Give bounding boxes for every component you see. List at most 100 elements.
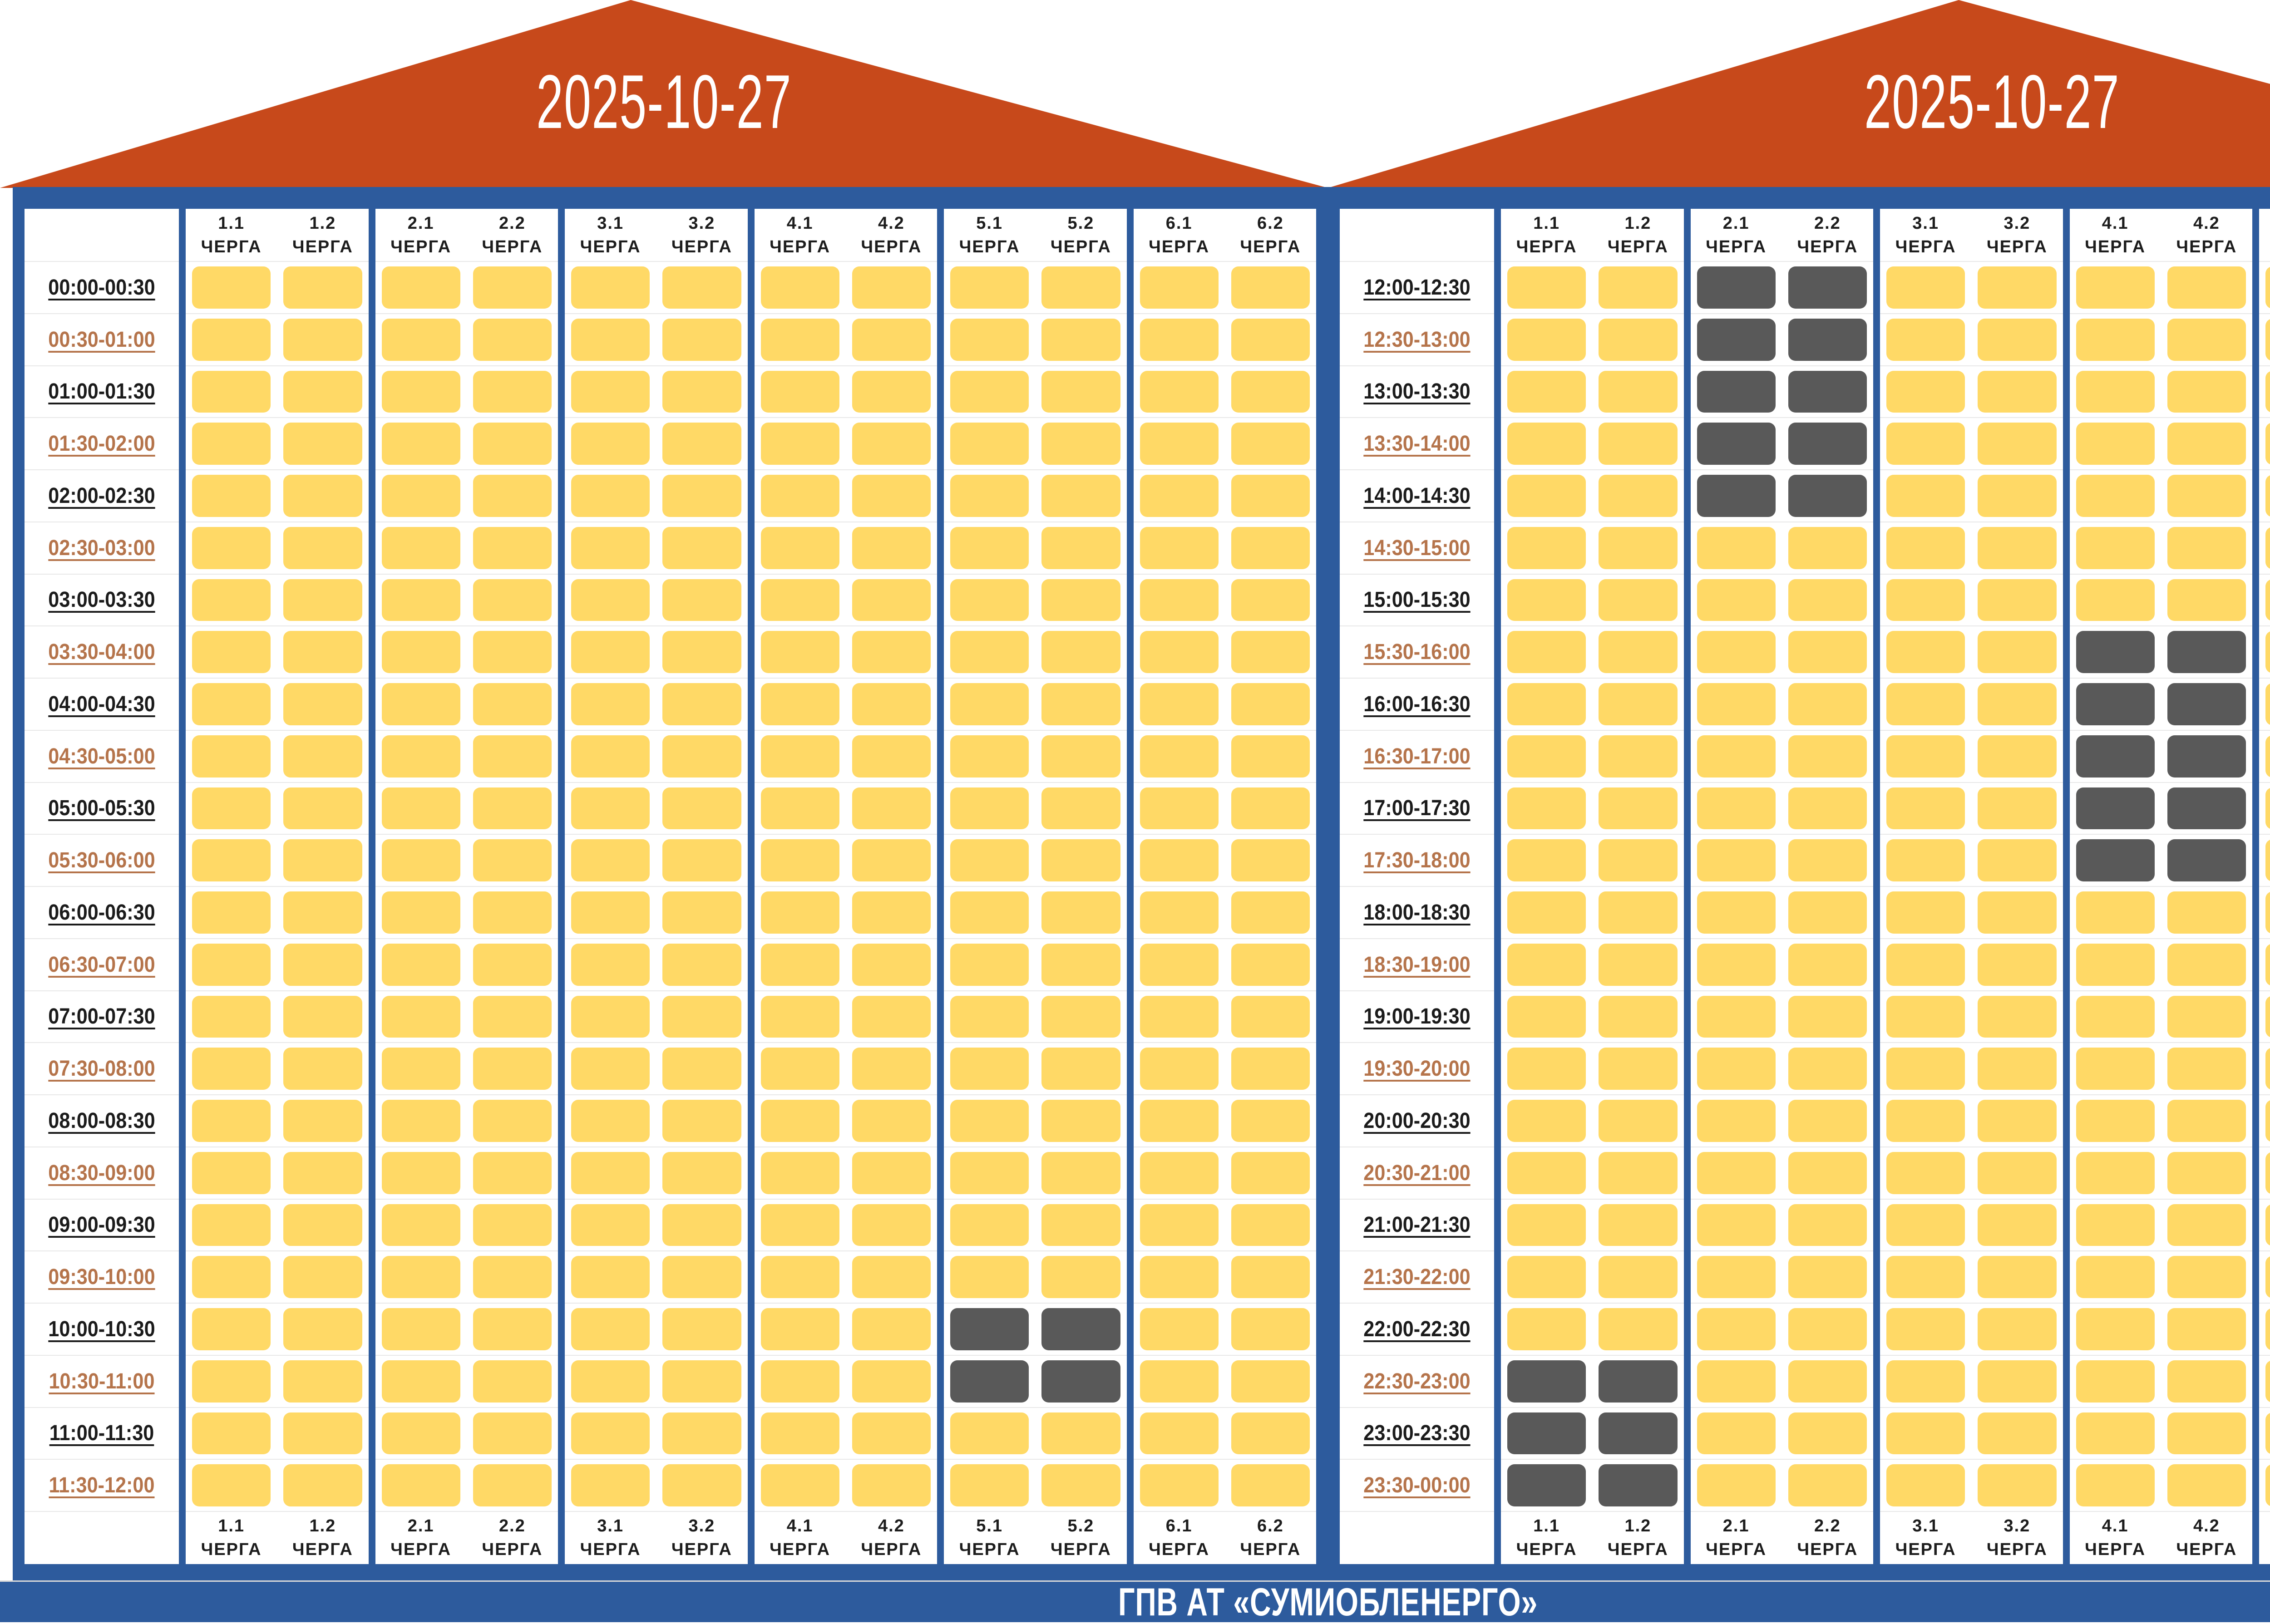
power-on-cell xyxy=(1886,371,1965,413)
slot-cell xyxy=(467,626,558,678)
schedule-row: 09:00-09:30 xyxy=(25,1199,1316,1251)
power-on-cell xyxy=(950,839,1029,881)
slot-cell xyxy=(1225,730,1316,782)
group-divider-bar xyxy=(369,366,375,418)
group-divider-bar xyxy=(1684,1251,1691,1303)
slot-cell xyxy=(755,1043,846,1095)
slot-cell xyxy=(2070,574,2161,626)
group-divider-bar xyxy=(2252,522,2259,574)
group-divider-bar xyxy=(748,991,755,1043)
slot-cell xyxy=(1782,470,1873,522)
group-divider-bar xyxy=(748,1355,755,1407)
power-on-cell xyxy=(2265,839,2270,881)
slot-cell xyxy=(565,522,656,574)
power-on-cell xyxy=(761,579,839,621)
power-on-cell xyxy=(1140,1100,1219,1142)
power-on-cell xyxy=(382,527,460,569)
slot-cell xyxy=(375,1459,467,1511)
queue-number: 3.2 xyxy=(688,1517,715,1535)
power-on-cell xyxy=(662,423,741,465)
power-on-cell xyxy=(2076,371,2155,413)
footer-title: ГПВ АТ «СУМИОБЛЕНЕРГО» xyxy=(1118,1583,1538,1622)
slot-cell xyxy=(565,834,656,886)
power-off-cell xyxy=(1788,423,1867,465)
slot-cell xyxy=(1035,1147,1126,1199)
slot-cell xyxy=(846,1199,937,1251)
group-divider-bar xyxy=(1873,1147,1880,1199)
power-on-cell xyxy=(1041,839,1120,881)
power-on-cell xyxy=(1140,371,1219,413)
power-on-cell xyxy=(1140,683,1219,725)
slot-cell xyxy=(755,886,846,939)
slot-cell xyxy=(467,678,558,730)
group-divider-bar xyxy=(1684,1355,1691,1407)
slot-cell xyxy=(467,939,558,991)
group-divider-bar xyxy=(1127,1199,1134,1251)
slot-cell xyxy=(277,470,368,522)
schedule-row: 09:30-10:00 xyxy=(25,1251,1316,1303)
slot-cell xyxy=(656,261,747,314)
slot-cell xyxy=(2070,626,2161,678)
slot-cell xyxy=(467,1199,558,1251)
power-on-cell xyxy=(1041,475,1120,517)
power-on-cell xyxy=(1507,475,1586,517)
power-on-cell xyxy=(950,475,1029,517)
power-on-cell xyxy=(473,996,552,1038)
slot-cell xyxy=(1880,1303,1971,1355)
group-divider-bar xyxy=(2063,418,2070,470)
power-off-cell xyxy=(950,1308,1029,1350)
slot-cell xyxy=(277,366,368,418)
group-divider-bar xyxy=(1494,366,1501,418)
group-divider-bar xyxy=(1127,1303,1134,1355)
schedule-row: 23:30-00:00 xyxy=(1340,1459,2270,1511)
slot-cell xyxy=(1592,730,1683,782)
power-on-cell xyxy=(1788,944,1867,986)
slot-cell xyxy=(1782,886,1873,939)
power-on-cell xyxy=(382,1048,460,1090)
slot-cell xyxy=(1035,730,1126,782)
group-divider-bar xyxy=(2252,261,2259,314)
slot-cell xyxy=(565,470,656,522)
power-on-cell xyxy=(1507,839,1586,881)
slot-cell xyxy=(755,834,846,886)
power-on-cell xyxy=(283,1412,362,1455)
slot-cell xyxy=(944,991,1035,1043)
power-on-cell xyxy=(1140,1412,1219,1455)
power-off-cell xyxy=(2167,631,2246,673)
slot-cell xyxy=(2161,1199,2252,1251)
slot-cell xyxy=(1501,1303,1592,1355)
power-on-cell xyxy=(662,787,741,830)
power-on-cell xyxy=(852,1360,931,1403)
power-on-cell xyxy=(1788,891,1867,934)
power-on-cell xyxy=(950,735,1029,778)
slot-cell xyxy=(277,314,368,366)
power-on-cell xyxy=(2076,475,2155,517)
slot-cell xyxy=(1225,1407,1316,1460)
group-divider-bar xyxy=(1873,730,1880,782)
group-divider-bar xyxy=(1873,834,1880,886)
slot-cell xyxy=(277,1251,368,1303)
group-divider-bar xyxy=(1684,418,1691,470)
group-divider-bar xyxy=(2063,574,2070,626)
group-divider-bar xyxy=(937,261,944,314)
power-on-cell xyxy=(1978,1100,2056,1142)
slot-cell xyxy=(1501,470,1592,522)
power-on-cell xyxy=(1697,787,1776,830)
group-divider-bar xyxy=(1873,470,1880,522)
power-on-cell xyxy=(950,423,1029,465)
group-divider-bar xyxy=(179,522,186,574)
power-on-cell xyxy=(2265,735,2270,778)
slot-cell xyxy=(846,991,937,1043)
queue-number: 5.2 xyxy=(1067,215,1094,232)
slot-cell xyxy=(1501,1043,1592,1095)
slot-cell xyxy=(1691,418,1782,470)
slot-cell xyxy=(2161,991,2252,1043)
group-divider-bar xyxy=(1494,1355,1501,1407)
queue-word: ЧЕРГА xyxy=(1608,238,1668,256)
schedule-row: 13:30-14:00 xyxy=(1340,418,2270,470)
slot-cell xyxy=(375,782,467,835)
power-on-cell xyxy=(1788,631,1867,673)
power-on-cell xyxy=(1978,475,2056,517)
